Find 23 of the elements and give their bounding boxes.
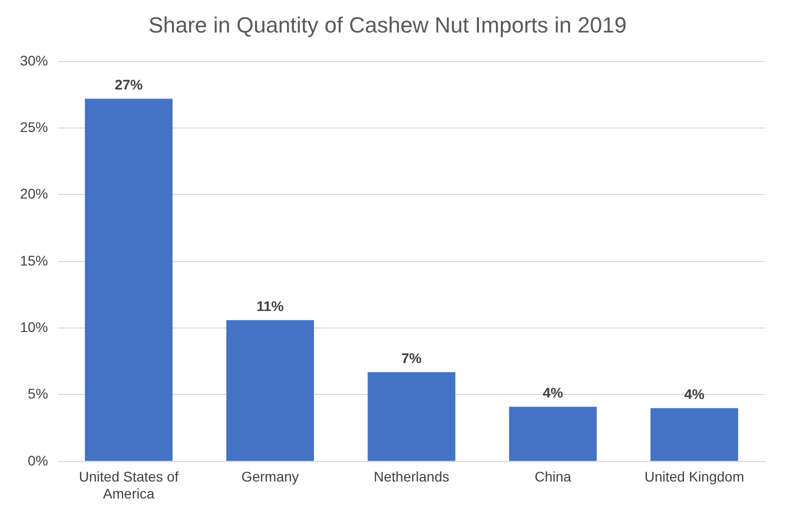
- x-tick-label: Netherlands: [374, 468, 450, 485]
- y-tick-label: 10%: [20, 318, 48, 335]
- y-tick-label: 0%: [28, 452, 48, 468]
- bar: [509, 406, 597, 461]
- y-tick-label: 20%: [20, 186, 48, 202]
- bar: [368, 372, 456, 461]
- data-label: 11%: [256, 298, 284, 314]
- x-tick-label: China: [534, 468, 572, 485]
- x-tick-label: United States of America: [78, 468, 179, 502]
- chart-title: Share in Quantity of Cashew Nut Imports in 2019: [148, 12, 627, 38]
- x-tick-label: Germany: [241, 468, 299, 485]
- y-tick-label: 25%: [20, 118, 48, 135]
- y-tick-label: 30%: [20, 52, 48, 68]
- bar: [650, 408, 738, 461]
- bar: [226, 320, 314, 461]
- y-tick-label: 15%: [20, 252, 48, 268]
- data-label: 27%: [114, 76, 144, 93]
- data-label: 4%: [542, 384, 564, 401]
- bar: [84, 98, 173, 461]
- x-tick-label: United Kingdom: [644, 468, 744, 485]
- y-tick-label: 5%: [28, 386, 48, 402]
- data-label: 7%: [401, 350, 422, 366]
- data-label: 4%: [684, 386, 705, 402]
